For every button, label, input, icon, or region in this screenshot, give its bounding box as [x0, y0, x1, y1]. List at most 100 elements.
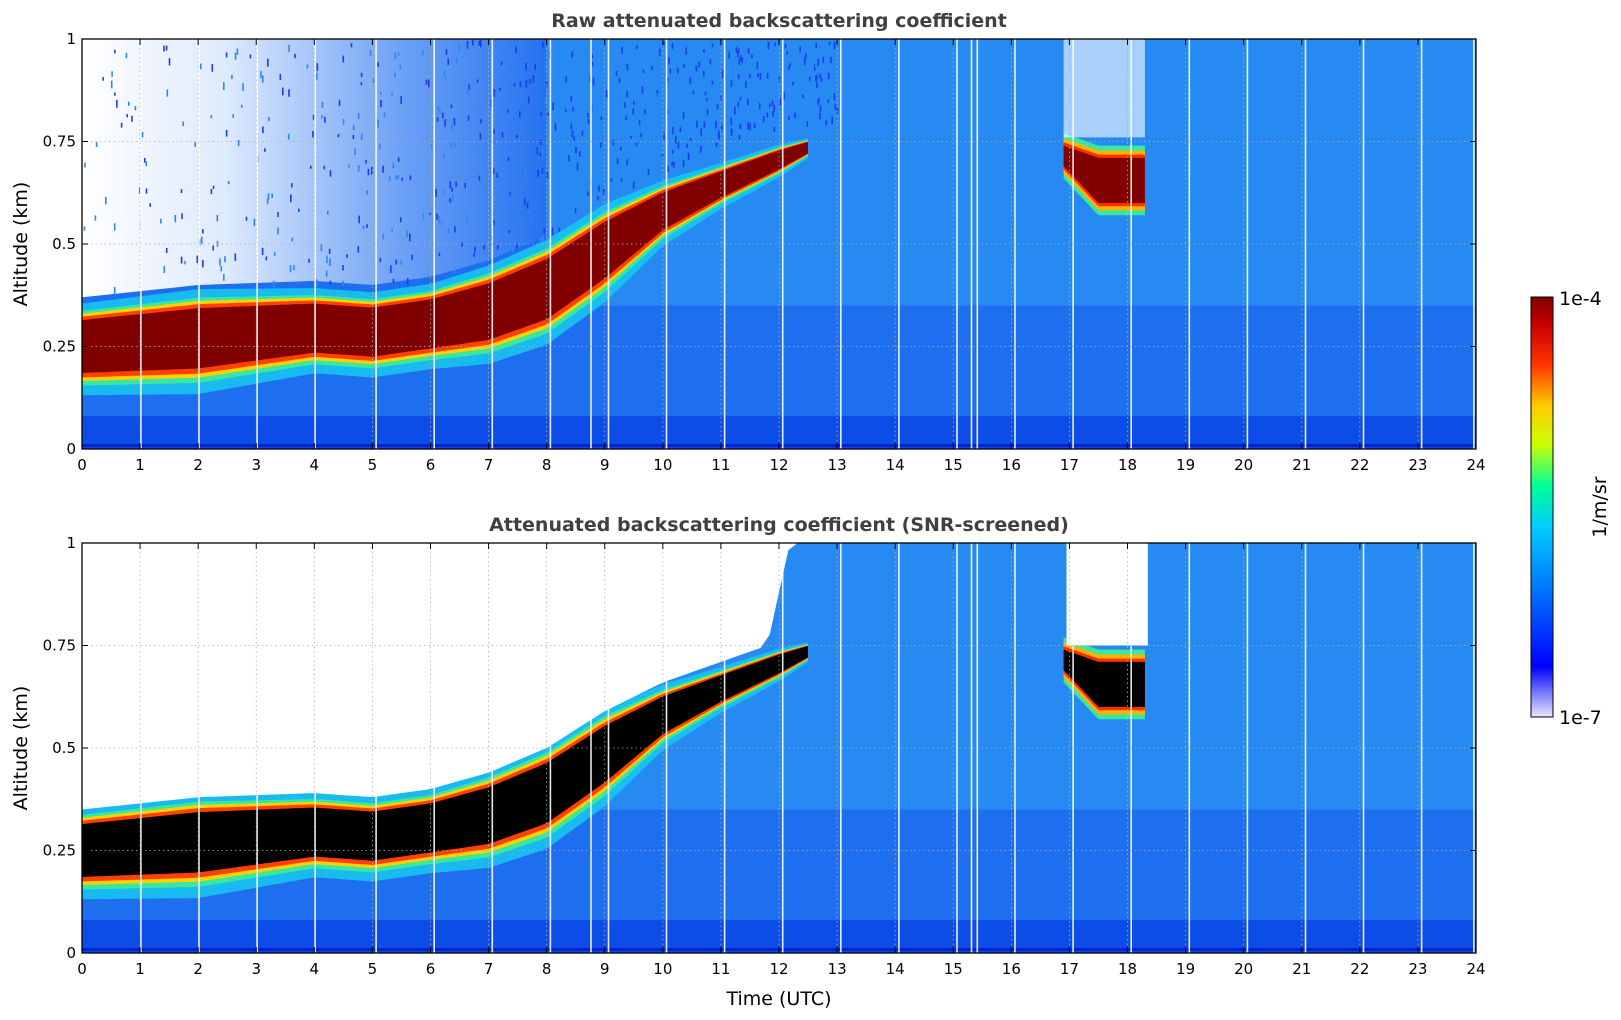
- data-gap: [898, 543, 900, 953]
- x-tick-label: 4: [310, 456, 320, 474]
- data-gap: [840, 543, 842, 953]
- x-tick-label: 10: [653, 456, 672, 474]
- x-tick-label: 16: [1002, 456, 1021, 474]
- panel-title: Raw attenuated backscattering coefficien…: [551, 10, 1007, 32]
- data-gap: [1420, 543, 1423, 953]
- x-tick-label: 17: [1060, 960, 1079, 978]
- x-tick-label: 20: [1234, 456, 1253, 474]
- data-gap: [723, 39, 726, 449]
- x-tick-label: 3: [251, 456, 261, 474]
- data-gap: [256, 39, 258, 449]
- data-gap: [1304, 39, 1307, 449]
- x-tick-label: 2: [193, 456, 203, 474]
- data-gap: [970, 543, 973, 953]
- x-tick-label: 11: [711, 960, 730, 978]
- data-gap: [781, 39, 784, 449]
- y-tick-label: 0: [66, 440, 76, 458]
- x-tick-label: 22: [1350, 456, 1369, 474]
- y-axis-ticks: 0 0.25 0.5 0.75 1: [43, 30, 1476, 458]
- x-tick-label: 10: [653, 960, 672, 978]
- y-tick-label: 0.25: [43, 842, 76, 860]
- y-axis-label: Altitude (km): [10, 182, 32, 307]
- x-axis-label: Time (UTC): [725, 988, 831, 1010]
- x-tick-label: 8: [542, 960, 552, 978]
- x-tick-label: 1: [135, 456, 145, 474]
- x-tick-label: 18: [1118, 960, 1137, 978]
- x-tick-label: 4: [310, 960, 320, 978]
- screened-backscatter-panel: Attenuated backscattering coefficient (S…: [10, 514, 1486, 1010]
- y-tick-label: 1: [66, 30, 76, 48]
- data-gap: [898, 39, 900, 449]
- x-axis-ticks: 0 1 2 3 4 5 6 7 8 9 10 11 12 13 14 15 16 17 18 19 20 21 22 23 24: [77, 543, 1486, 978]
- second-layer-core: [1063, 649, 1145, 707]
- data-gap: [375, 39, 377, 449]
- x-tick-label: 24: [1466, 960, 1485, 978]
- x-tick-label: 16: [1002, 960, 1021, 978]
- x-tick-label: 6: [426, 456, 436, 474]
- data-gap: [314, 543, 316, 953]
- x-tick-label: 21: [1292, 960, 1311, 978]
- data-gap: [956, 39, 958, 449]
- grid-lines: [82, 543, 1476, 953]
- x-tick-label: 13: [828, 960, 847, 978]
- noise-speckle: [83, 39, 839, 295]
- x-tick-label: 19: [1176, 456, 1195, 474]
- x-tick-label: 13: [828, 456, 847, 474]
- x-tick-label: 19: [1176, 960, 1195, 978]
- x-tick-label: 5: [368, 456, 378, 474]
- x-tick-label: 24: [1466, 456, 1485, 474]
- layer-core: [82, 142, 808, 373]
- noise-above-second-layer: [1063, 39, 1145, 138]
- data-gap: [1362, 39, 1365, 449]
- y-tick-label: 0: [66, 944, 76, 962]
- data-gap: [723, 543, 726, 953]
- data-gap: [976, 543, 979, 953]
- y-tick-label: 0.5: [52, 235, 76, 253]
- y-tick-label: 0.75: [43, 133, 76, 151]
- screened-blank-above-second-layer: [1066, 543, 1148, 646]
- x-tick-label: 8: [542, 456, 552, 474]
- data-gap: [256, 543, 258, 953]
- data-gap: [665, 543, 668, 953]
- y-axis-ticks: 0 0.25 0.5 0.75 1: [43, 534, 1476, 962]
- panel-title: Attenuated backscattering coefficient (S…: [489, 514, 1069, 536]
- x-tick-label: 20: [1234, 960, 1253, 978]
- x-tick-label: 1: [135, 960, 145, 978]
- x-tick-label: 3: [251, 960, 261, 978]
- x-tick-label: 2: [193, 960, 203, 978]
- data-gap: [970, 39, 973, 449]
- x-tick-label: 12: [769, 456, 788, 474]
- x-tick-label: 15: [944, 960, 963, 978]
- colorbar-gradient: [1530, 296, 1554, 718]
- data-gap: [1304, 543, 1307, 953]
- x-axis-ticks: 0 1 2 3 4 5 6 7 8 9 10 11 12 13 14 15 16 17 18 19 20 21 22 23 24: [77, 39, 1486, 474]
- x-tick-label: 22: [1350, 960, 1369, 978]
- y-tick-label: 0.75: [43, 637, 76, 655]
- x-tick-label: 17: [1060, 456, 1079, 474]
- x-tick-label: 14: [886, 960, 905, 978]
- y-axis-label: Altitude (km): [10, 686, 32, 811]
- data-gap: [1246, 543, 1249, 953]
- x-tick-label: 7: [484, 960, 494, 978]
- data-gap: [1420, 39, 1423, 449]
- y-tick-label: 0.25: [43, 338, 76, 356]
- y-tick-label: 1: [66, 534, 76, 552]
- x-tick-label: 11: [711, 456, 730, 474]
- x-tick-label: 7: [484, 456, 494, 474]
- x-tick-label: 9: [600, 456, 610, 474]
- x-tick-label: 0: [77, 960, 87, 978]
- grid-lines: [82, 39, 1476, 449]
- second-layer-core: [1063, 145, 1145, 203]
- x-tick-label: 0: [77, 456, 87, 474]
- x-tick-label: 15: [944, 456, 963, 474]
- x-tick-label: 12: [769, 960, 788, 978]
- data-gap: [314, 39, 316, 449]
- data-gap: [976, 39, 979, 449]
- data-gap: [1362, 543, 1365, 953]
- y-tick-label: 0.5: [52, 739, 76, 757]
- x-tick-label: 14: [886, 456, 905, 474]
- x-tick-label: 6: [426, 960, 436, 978]
- raw-backscatter-panel: Raw attenuated backscattering coefficien…: [10, 10, 1486, 474]
- screened-blank-region: [82, 543, 826, 810]
- data-gap: [375, 543, 377, 953]
